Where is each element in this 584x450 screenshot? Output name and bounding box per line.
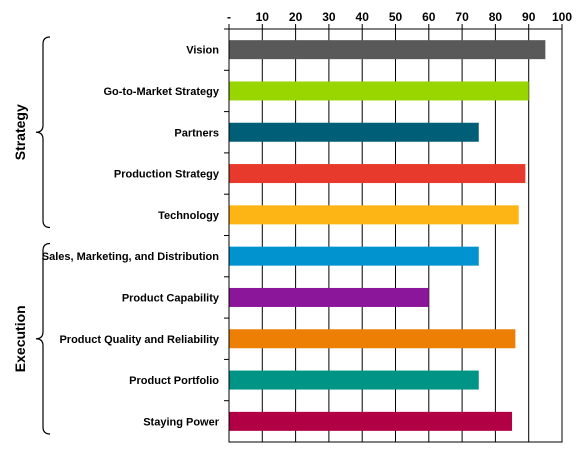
labels: - 10 20 30 40 50 60 70 80 90 100 Vision Go-to-Market… <box>12 10 572 428</box>
x-tick-label: 30 <box>322 10 336 24</box>
bar <box>229 329 516 349</box>
category-label: Product Capability <box>122 292 220 304</box>
category-label: Production Strategy <box>114 169 220 181</box>
axes <box>35 24 563 443</box>
category-label: Product Portfolio <box>129 375 219 387</box>
x-tick-label: 10 <box>256 10 270 24</box>
bars <box>229 40 546 431</box>
x-tick-label: 20 <box>289 10 303 24</box>
category-label: Vision <box>186 45 219 57</box>
group-brace <box>35 242 51 435</box>
category-label: Staying Power <box>143 416 220 428</box>
category-label: Go-to-Market Strategy <box>103 86 219 98</box>
category-label: Sales, Marketing, and Distribution <box>42 251 220 263</box>
bar <box>229 164 526 184</box>
group-label: Strategy <box>12 104 28 160</box>
bar <box>229 246 479 266</box>
x-tick-label: 70 <box>455 10 469 24</box>
bar <box>229 411 513 431</box>
x-tick-label: - <box>227 10 231 24</box>
x-tick-label: 80 <box>489 10 503 24</box>
group-brace <box>35 36 51 229</box>
x-tick-label: 40 <box>356 10 370 24</box>
bar <box>229 370 479 390</box>
category-label: Partners <box>174 127 219 139</box>
x-tick-label: 100 <box>552 10 572 24</box>
bar <box>229 205 519 225</box>
category-label: Technology <box>158 210 220 222</box>
bar <box>229 81 529 101</box>
bar <box>229 287 429 307</box>
x-tick-label: 90 <box>522 10 536 24</box>
bar <box>229 40 546 60</box>
group-label: Execution <box>12 305 28 372</box>
category-label: Product Quality and Reliability <box>59 334 219 346</box>
bar <box>229 122 479 142</box>
x-tick-label: 50 <box>389 10 403 24</box>
x-tick-label: 60 <box>422 10 436 24</box>
